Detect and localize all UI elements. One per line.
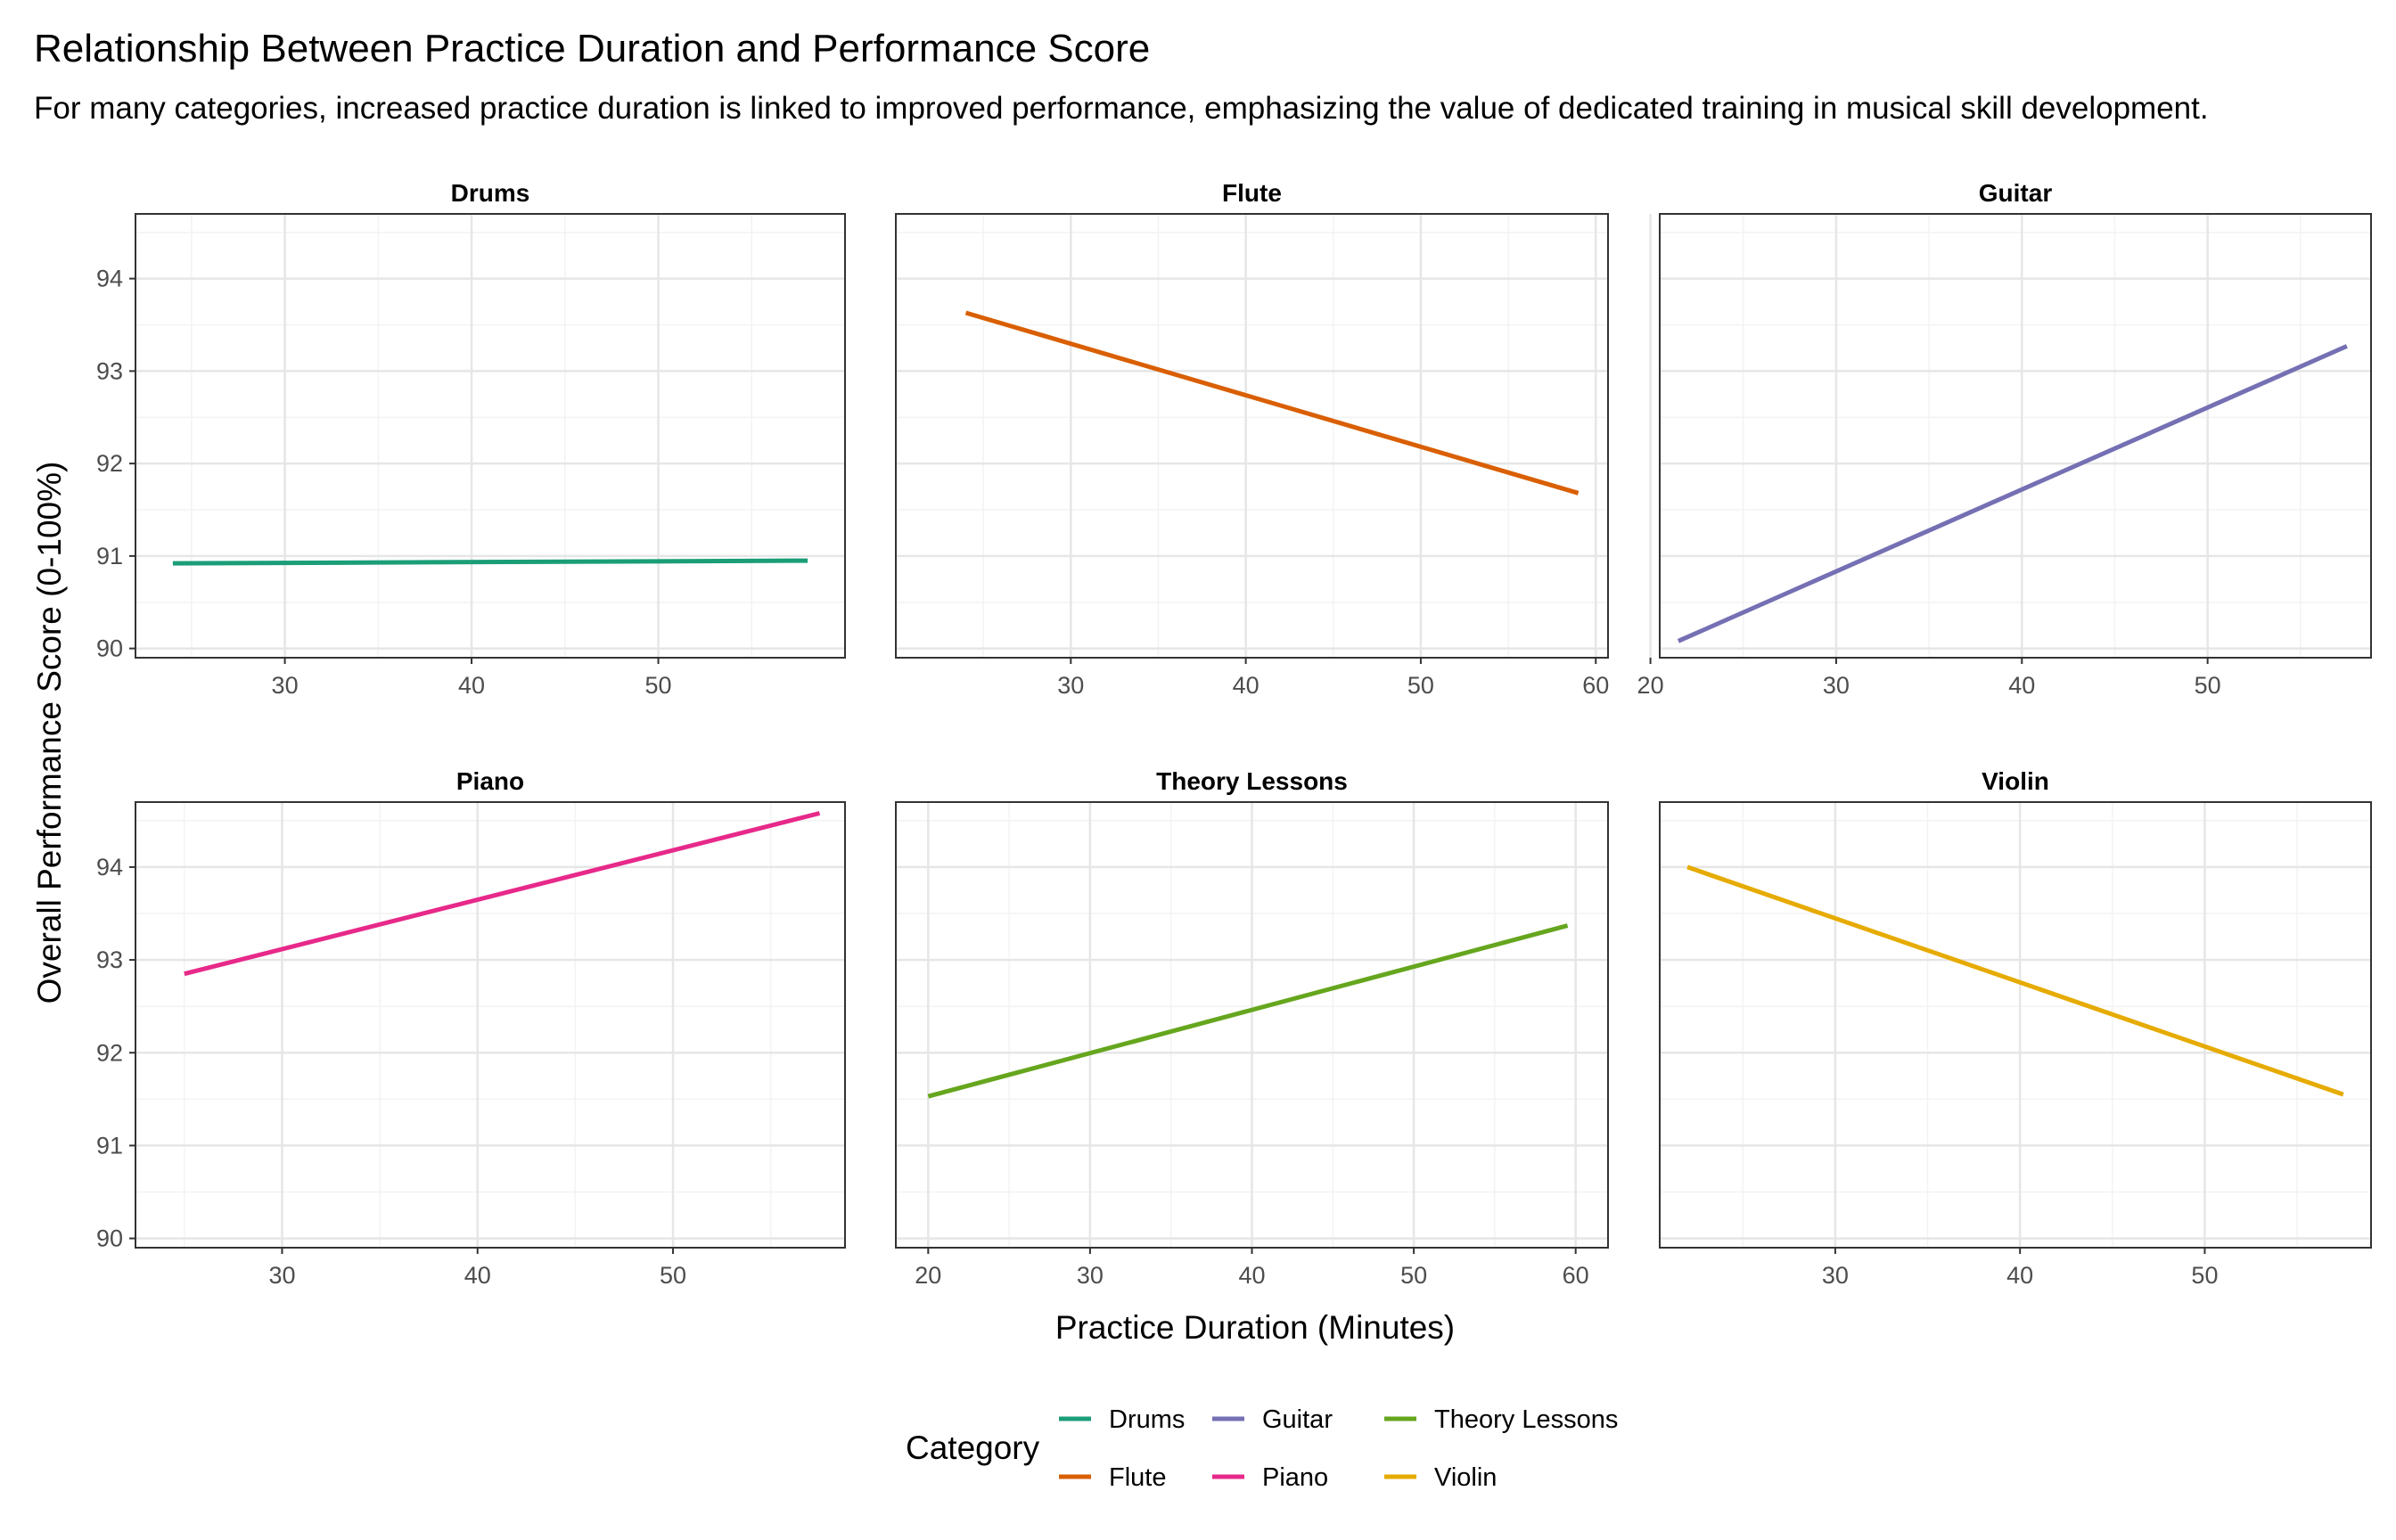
panel-guitar: Guitar 20 30 40 50 [1637,179,2372,699]
legend-item-guitar: Guitar [1212,1405,1333,1434]
x-tick-label: 50 [1400,1262,1427,1289]
legend-label: Theory Lessons [1434,1405,1618,1434]
x-tick-label: 40 [1238,1262,1265,1289]
y-tick-label: 90 [96,1225,123,1252]
legend-item-violin: Violin [1384,1463,1497,1492]
y-tick-label: 91 [96,543,123,569]
series-line-piano [184,811,821,977]
legend-label: Piano [1262,1463,1328,1492]
legend-label: Guitar [1262,1405,1333,1434]
panel-violin: Violin 30 40 50 [1659,767,2372,1289]
panel-piano: Piano 30 40 50 90 91 92 93 94 [96,767,846,1289]
x-tick-label: 30 [1057,672,1084,699]
series-line-theory-lessons [927,923,1569,1099]
facet-title: Violin [1982,767,2049,795]
chart-subtitle: For many categories, increased practice … [34,91,2209,126]
x-tick-label: 50 [1407,672,1434,699]
legend-item-flute: Flute [1059,1463,1166,1492]
legend-item-theory-lessons: Theory Lessons [1384,1405,1618,1434]
y-axis-title: Overall Performance Score (0-100%) [31,462,68,1004]
chart-title: Relationship Between Practice Duration a… [34,27,1151,70]
legend-item-piano: Piano [1212,1463,1328,1492]
series-line-violin [1686,864,2344,1097]
y-tick-label: 93 [96,357,123,384]
panel-theory-lessons: Theory Lessons 20 30 40 50 60 [895,767,1609,1289]
facet-title: Piano [456,767,524,795]
y-tick-label: 91 [96,1132,123,1159]
legend-item-drums: Drums [1059,1405,1185,1434]
x-tick-label: 40 [2006,1262,2033,1289]
panel-border [135,801,846,1249]
legend-label: Drums [1109,1405,1185,1434]
panel-border [895,213,1609,659]
legend-label: Violin [1434,1463,1497,1492]
x-tick-label: 30 [268,1262,295,1289]
y-tick-label: 90 [96,635,123,662]
panel-border [1659,801,2372,1249]
y-tick-label: 92 [96,450,123,477]
panel-border [1659,213,2372,659]
series-line-drums [172,558,808,566]
series-line-flute [964,310,1580,496]
x-tick-label: 60 [1582,672,1609,699]
x-tick-label: 30 [1823,672,1850,699]
facet-title: Drums [451,179,530,207]
legend: Category Drums Flute Guitar Piano Theory Les… [906,1405,1618,1492]
x-tick-label: 30 [1077,1262,1104,1289]
series-line-guitar [1677,344,2348,643]
panel-drums: Drums 30 40 50 90 91 92 93 94 [96,179,846,699]
y-tick-label: 92 [96,1039,123,1066]
y-tick-label: 94 [96,266,123,292]
x-tick-label: 20 [915,1262,941,1289]
x-tick-label: 50 [2191,1262,2218,1289]
x-tick-label: 30 [272,672,299,699]
y-tick-label: 94 [96,854,123,881]
x-axis-title: Practice Duration (Minutes) [1055,1309,1455,1346]
x-tick-label: 40 [2008,672,2035,699]
x-tick-label: 40 [1233,672,1260,699]
facet-title: Flute [1222,179,1282,207]
panel-border [135,213,846,659]
y-tick-label: 93 [96,946,123,973]
x-tick-label: 20 [1637,672,1664,699]
x-tick-label: 30 [1822,1262,1849,1289]
x-tick-label: 60 [1563,1262,1589,1289]
x-tick-label: 50 [660,1262,686,1289]
x-tick-label: 40 [464,1262,491,1289]
x-tick-label: 40 [458,672,485,699]
facet-title: Guitar [1979,179,2053,207]
legend-title: Category [906,1429,1040,1466]
panel-flute: Flute 30 40 50 60 [895,179,1609,699]
facet-title: Theory Lessons [1156,767,1348,795]
x-tick-label: 50 [645,672,672,699]
x-tick-label: 50 [2195,672,2221,699]
legend-label: Flute [1109,1463,1166,1492]
